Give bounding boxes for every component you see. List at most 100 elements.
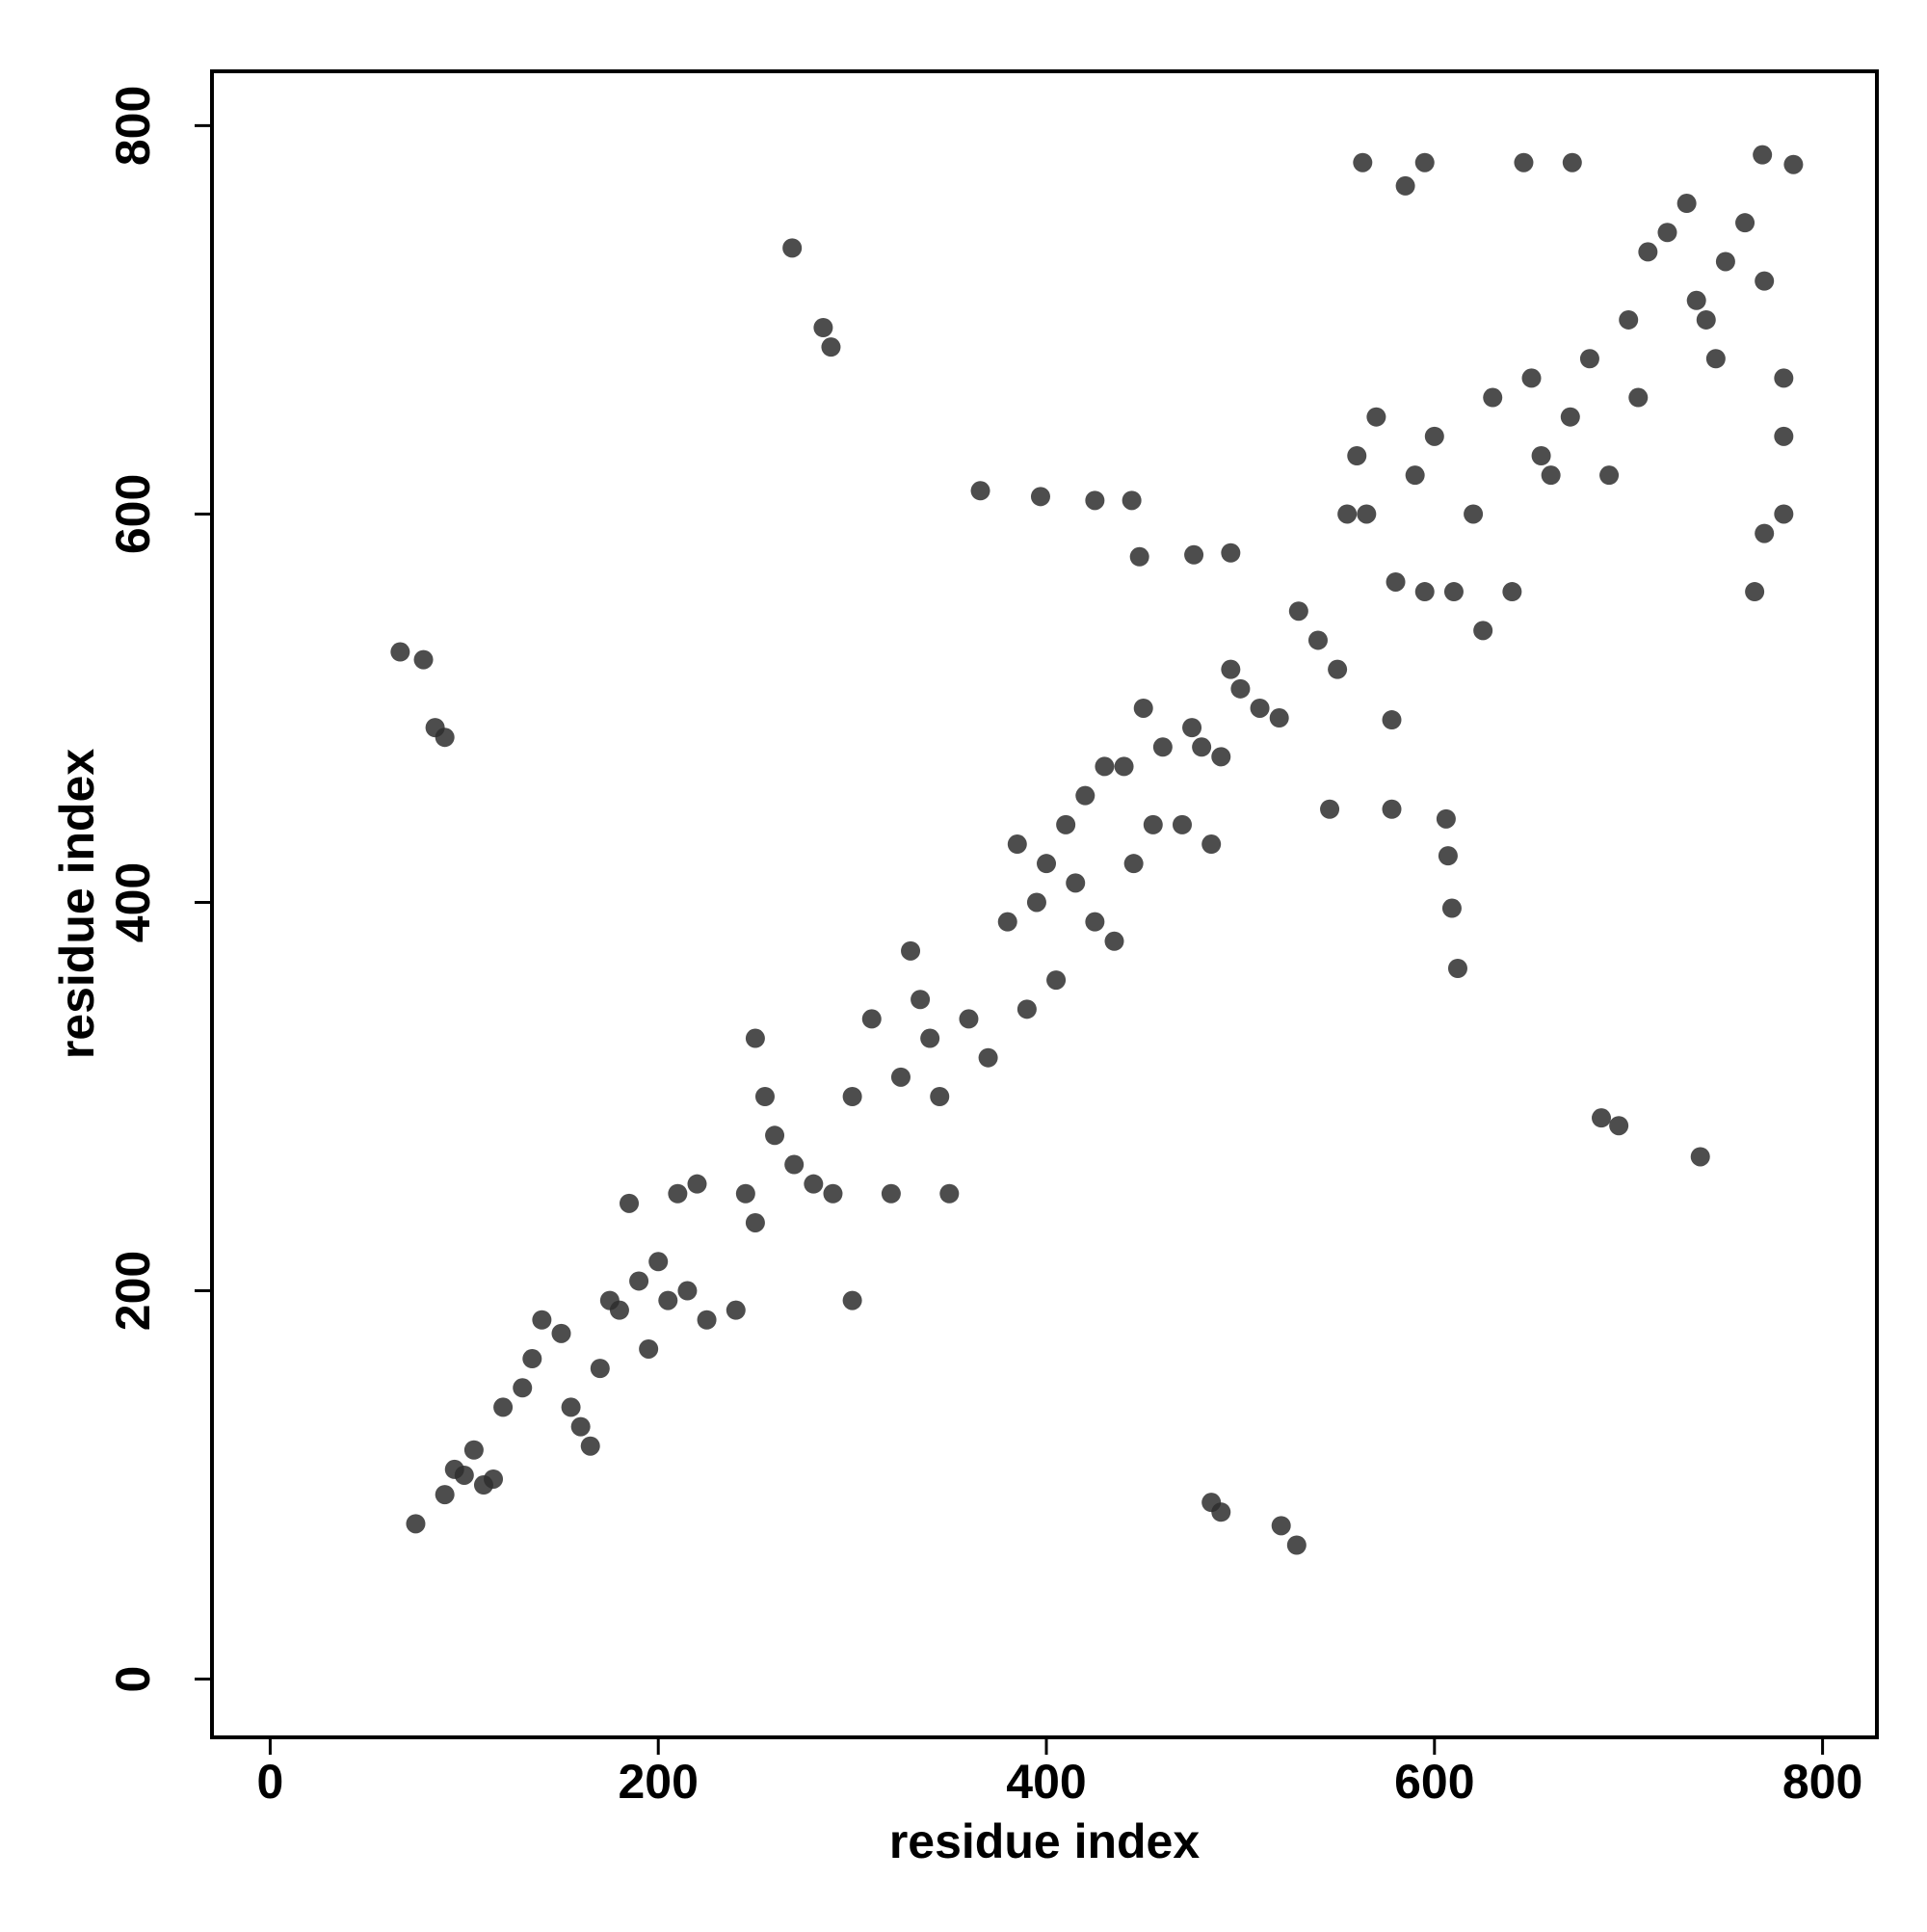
- point: [1007, 834, 1027, 855]
- point: [813, 318, 833, 337]
- y-tick-label: 200: [106, 1251, 160, 1331]
- point: [435, 728, 455, 748]
- point: [1143, 814, 1163, 834]
- point: [1521, 368, 1542, 388]
- y-tick-label: 800: [106, 86, 160, 166]
- point: [978, 1047, 998, 1068]
- point: [1056, 814, 1076, 834]
- point: [561, 1397, 581, 1417]
- point: [658, 1290, 678, 1310]
- y-tick-label: 400: [106, 862, 160, 942]
- point: [1382, 799, 1402, 819]
- point: [1075, 785, 1095, 806]
- point: [1085, 490, 1105, 511]
- point: [1104, 931, 1124, 951]
- point: [532, 1310, 552, 1330]
- point: [726, 1300, 746, 1320]
- point: [1230, 678, 1251, 699]
- x-tick-label: 0: [257, 1755, 284, 1809]
- point: [1085, 912, 1105, 932]
- point: [821, 337, 841, 357]
- point: [513, 1378, 533, 1398]
- point: [1192, 737, 1212, 757]
- point: [1320, 799, 1340, 819]
- point: [920, 1028, 940, 1048]
- point: [1414, 152, 1435, 172]
- point: [1250, 698, 1270, 718]
- y-tick-label: 0: [106, 1666, 160, 1693]
- point: [784, 1154, 805, 1175]
- point: [1774, 368, 1794, 388]
- point: [1353, 152, 1373, 172]
- point: [861, 1009, 882, 1029]
- point: [1483, 387, 1503, 408]
- point: [1114, 756, 1134, 777]
- point: [930, 1087, 950, 1106]
- point: [609, 1300, 629, 1320]
- x-tick-label: 800: [1782, 1755, 1862, 1809]
- point: [590, 1359, 610, 1379]
- point: [745, 1028, 765, 1048]
- point: [754, 1087, 775, 1106]
- point: [1066, 873, 1086, 893]
- point: [1502, 582, 1522, 602]
- point: [939, 1183, 960, 1204]
- point: [1619, 309, 1639, 330]
- x-axis-title: residue index: [889, 1814, 1201, 1868]
- point: [804, 1174, 824, 1194]
- point: [390, 642, 410, 662]
- point: [1357, 504, 1377, 524]
- y-tick-label: 600: [106, 474, 160, 554]
- point: [1414, 582, 1435, 602]
- point: [997, 912, 1017, 932]
- point: [1286, 1535, 1307, 1555]
- point: [1514, 152, 1534, 172]
- point: [1288, 601, 1308, 622]
- point: [413, 649, 434, 670]
- point: [493, 1397, 514, 1417]
- point: [745, 1212, 765, 1232]
- point: [697, 1310, 717, 1330]
- point: [1436, 808, 1456, 829]
- point: [677, 1281, 698, 1301]
- point: [1562, 152, 1582, 172]
- point: [1447, 959, 1467, 978]
- point: [570, 1416, 591, 1437]
- point: [901, 940, 921, 961]
- point: [1579, 349, 1599, 369]
- point: [1443, 582, 1464, 602]
- point: [842, 1087, 862, 1106]
- point: [1592, 1108, 1612, 1128]
- point: [1030, 487, 1050, 507]
- point: [1473, 621, 1493, 641]
- point: [406, 1514, 426, 1534]
- point: [823, 1183, 843, 1204]
- point: [1211, 1502, 1231, 1522]
- point: [1405, 465, 1425, 486]
- point: [1755, 523, 1775, 543]
- point: [1172, 814, 1192, 834]
- point: [1211, 747, 1231, 767]
- point: [1366, 407, 1386, 427]
- point: [1271, 1516, 1291, 1536]
- point: [1307, 630, 1328, 650]
- x-tick-label: 200: [618, 1755, 698, 1809]
- point: [1016, 999, 1037, 1019]
- point: [881, 1183, 901, 1204]
- point: [1122, 490, 1142, 511]
- point: [1095, 756, 1115, 777]
- point: [735, 1183, 755, 1204]
- point: [1753, 145, 1773, 165]
- point: [1774, 426, 1794, 446]
- point: [765, 1125, 785, 1146]
- point: [1715, 251, 1735, 272]
- point: [1628, 387, 1649, 408]
- point: [1783, 154, 1804, 174]
- point: [1638, 242, 1658, 262]
- point: [1438, 846, 1458, 866]
- point: [435, 1485, 455, 1505]
- point: [1386, 571, 1406, 592]
- point: [1182, 718, 1202, 738]
- point: [1347, 446, 1367, 465]
